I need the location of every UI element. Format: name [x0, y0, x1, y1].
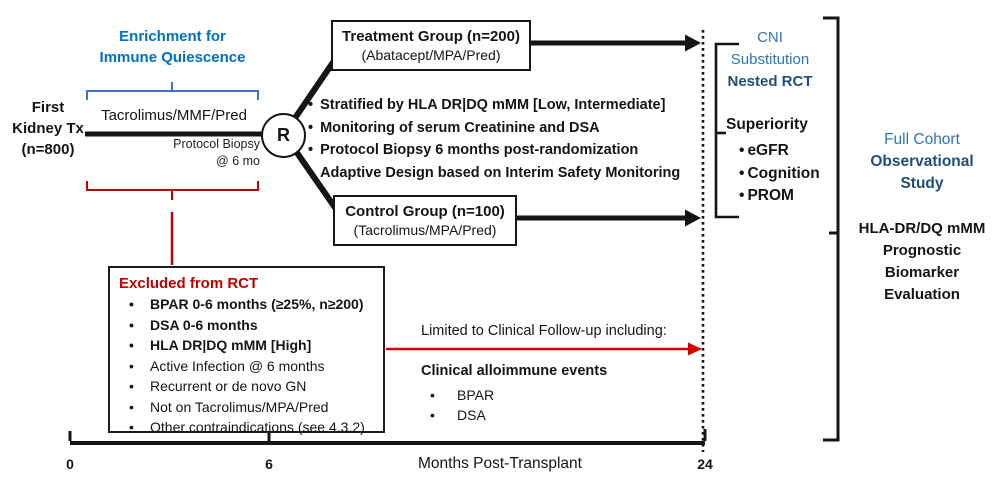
observational-title-line: Observational: [870, 153, 974, 170]
excluded-item: HLA DR|DQ mMM [High]: [119, 335, 377, 356]
biomarker-line: Prognostic: [882, 242, 962, 259]
biomarker-line: HLA-DR/DQ mMM: [858, 220, 986, 237]
control-group-title: Control Group (n=100): [345, 202, 505, 220]
timeline-label-24: 24: [697, 456, 713, 472]
rct-feature-list: Stratified by HLA DR|DQ mMM [Low, Interm…: [308, 94, 680, 184]
followup-arrowhead: [688, 342, 702, 356]
observational-title: Full Cohort Observational Study: [856, 129, 988, 195]
excluded-item: BPAR 0-6 months (≥25%, n≥200): [119, 294, 377, 315]
outcome-item: eGFR: [739, 140, 820, 163]
followup-arrow-label: Limited to Clinical Follow-up including:: [421, 323, 667, 339]
nested-rct-title-line: Substitution: [730, 51, 810, 68]
treatment-group-regimen: (Abatacept/MPA/Pred): [361, 46, 501, 63]
clinical-event-item: BPAR: [430, 385, 494, 405]
clinical-event-item: DSA: [430, 405, 494, 425]
clinical-events-title: Clinical alloimmune events: [421, 363, 608, 379]
outcome-item: PROM: [739, 185, 820, 208]
nested-rct-title-line: CNI: [757, 29, 783, 46]
treatment-group-title: Treatment Group (n=200): [342, 27, 520, 45]
cohort-line: Kidney Tx: [12, 120, 84, 137]
rct-feature-item: Stratified by HLA DR|DQ mMM [Low, Interm…: [308, 94, 680, 117]
biomarker-label: HLA-DR/DQ mMM Prognostic Biomarker Evalu…: [848, 218, 996, 306]
biomarker-line: Evaluation: [884, 286, 960, 303]
cohort-line: First: [31, 99, 65, 116]
outcome-item: Cognition: [739, 163, 819, 186]
full-cohort-bracket: [823, 16, 840, 442]
control-arrowhead: [685, 209, 701, 227]
outcome-list: eGFR Cognition PROM: [739, 140, 820, 208]
randomization-arm-treatment: [290, 56, 339, 123]
nested-rct-bracket: [714, 42, 739, 219]
biomarker-line: Biomarker: [884, 264, 960, 281]
enrichment-title-line: Immune Quiescence: [99, 49, 246, 66]
excluded-item: Active Infection @ 6 months: [119, 356, 377, 377]
excluded-item: Not on Tacrolimus/MPA/Pred: [119, 397, 377, 418]
biopsy-label: Protocol Biopsy @ 6 mo: [148, 136, 260, 170]
clinical-events-list: BPAR DSA: [430, 385, 494, 425]
treatment-group-box: Treatment Group (n=200) (Abatacept/MPA/P…: [331, 20, 531, 71]
observational-title-line: Full Cohort: [884, 131, 960, 148]
nested-rct-title-line: Nested RCT: [727, 73, 813, 90]
excluded-item: Other contraindications (see 4.3.2): [119, 417, 377, 438]
randomization-node: R: [261, 113, 306, 158]
excluded-item: DSA 0-6 months: [119, 315, 377, 336]
observational-title-line: Study: [900, 175, 944, 192]
treatment-arrowhead: [685, 34, 701, 52]
timeline-label-6: 6: [265, 456, 273, 472]
excluded-item: Recurrent or de novo GN: [119, 376, 377, 397]
enrichment-brace: [86, 90, 259, 100]
excluded-box: Excluded from RCT BPAR 0-6 months (≥25%,…: [108, 266, 385, 437]
control-group-regimen: (Tacrolimus/MPA/Pred): [353, 221, 497, 238]
rct-feature-item: Adaptive Design based on Interim Safety …: [308, 162, 680, 185]
enrichment-title: Enrichment for Immune Quiescence: [75, 26, 270, 68]
nested-rct-title: CNI Substitution Nested RCT: [712, 27, 828, 93]
superiority-title: Superiority: [726, 116, 808, 133]
rct-feature-item: Monitoring of serum Creatinine and DSA: [308, 117, 680, 140]
excluded-title: Excluded from RCT: [119, 275, 259, 292]
cohort-label: First Kidney Tx (n=800): [2, 97, 94, 160]
biopsy-line: Protocol Biopsy: [173, 137, 260, 151]
cohort-line: (n=800): [21, 141, 75, 158]
regimen-label: Tacrolimus/MMF/Pred: [101, 107, 247, 124]
randomization-label: R: [277, 125, 290, 145]
timeline-label-0: 0: [66, 456, 74, 472]
biopsy-line: @ 6 mo: [216, 154, 260, 168]
enrichment-title-line: Enrichment for: [119, 28, 226, 45]
control-group-box: Control Group (n=100) (Tacrolimus/MPA/Pr…: [333, 195, 517, 246]
exclusion-brace: [86, 181, 259, 191]
timeline-axis-label: Months Post-Transplant: [418, 455, 582, 472]
rct-feature-item: Protocol Biopsy 6 months post-randomizat…: [308, 139, 680, 162]
